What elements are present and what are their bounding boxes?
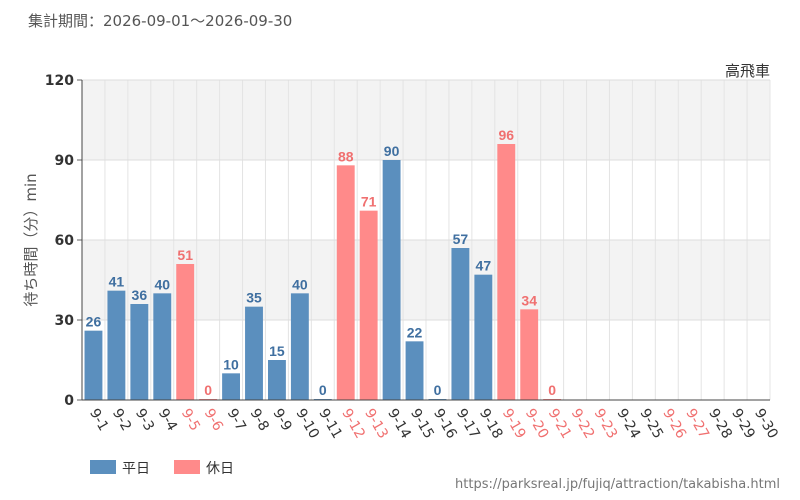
legend-label-holiday: 休日 <box>206 461 234 477</box>
value-label-9-1: 26 <box>86 314 102 330</box>
y-tick-label: 120 <box>45 73 74 89</box>
bar-9-18 <box>474 274 493 400</box>
x-tick-label-9-18: 9-18 <box>476 406 506 442</box>
x-tick-label-9-25: 9-25 <box>636 406 666 442</box>
value-label-9-17: 57 <box>453 231 469 247</box>
legend-swatch-holiday <box>174 460 200 474</box>
x-tick-label-9-1: 9-1 <box>86 406 111 434</box>
chart-title: 高飛車 <box>725 62 770 80</box>
legend: 平日 休日 <box>90 460 234 477</box>
value-label-9-7: 10 <box>223 356 239 372</box>
value-label-9-20: 34 <box>521 292 537 308</box>
value-label-9-9: 15 <box>269 343 285 359</box>
value-label-9-3: 36 <box>132 287 148 303</box>
x-tick-label-9-14: 9-14 <box>384 406 414 442</box>
y-tick-label: 90 <box>55 153 75 169</box>
x-tick-label-9-11: 9-11 <box>315 406 345 442</box>
bar-9-14 <box>382 160 401 400</box>
x-tick-label-9-16: 9-16 <box>430 406 460 442</box>
value-label-9-18: 47 <box>476 258 492 274</box>
x-tick-label-9-5: 9-5 <box>178 406 203 434</box>
value-label-9-14: 90 <box>384 143 400 159</box>
bar-9-7 <box>222 373 241 400</box>
x-tick-label-9-12: 9-12 <box>338 406 368 442</box>
value-label-9-16: 0 <box>434 382 442 398</box>
y-tick-label: 30 <box>55 313 75 329</box>
x-tick-label-9-23: 9-23 <box>591 406 621 442</box>
legend-label-weekday: 平日 <box>122 461 150 477</box>
y-tick-label: 0 <box>64 393 74 409</box>
x-tick-label-9-8: 9-8 <box>247 406 272 434</box>
bar-9-12 <box>336 165 355 400</box>
source-url: https://parksreal.jp/fujiq/attraction/ta… <box>455 477 780 492</box>
value-label-9-10: 40 <box>292 276 308 292</box>
value-label-9-11: 0 <box>319 382 327 398</box>
x-tick-label-9-6: 9-6 <box>201 406 226 434</box>
x-tick-label-9-28: 9-28 <box>705 406 735 442</box>
value-label-9-12: 88 <box>338 148 354 164</box>
bar-9-19 <box>497 144 516 400</box>
bar-9-1 <box>84 330 103 400</box>
x-tick-label-9-29: 9-29 <box>728 406 758 442</box>
x-tick-label-9-27: 9-27 <box>682 406 712 442</box>
period-label: 集計期間：2026-09-01～2026-09-30 <box>28 12 293 30</box>
bar-9-17 <box>451 248 470 400</box>
x-tick-label-9-24: 9-24 <box>613 406 643 442</box>
bar-9-4 <box>153 293 172 400</box>
y-tick-label: 60 <box>55 233 75 249</box>
x-tick-label-9-9: 9-9 <box>269 406 294 434</box>
value-label-9-5: 51 <box>177 247 193 263</box>
bar-9-3 <box>130 304 149 400</box>
x-tick-label-9-22: 9-22 <box>568 406 598 442</box>
x-tick-label-9-19: 9-19 <box>499 406 529 442</box>
x-tick-label-9-26: 9-26 <box>659 406 689 442</box>
value-label-9-4: 40 <box>154 276 170 292</box>
x-tick-label-9-20: 9-20 <box>522 406 552 442</box>
x-tick-label-9-7: 9-7 <box>224 406 249 434</box>
bar-9-2 <box>107 290 126 400</box>
y-axis-label: 待ち時間（分）min <box>22 173 40 306</box>
legend-swatch-weekday <box>90 460 116 474</box>
bar-9-8 <box>245 306 263 400</box>
value-label-9-21: 0 <box>548 382 556 398</box>
value-label-9-19: 96 <box>498 127 514 143</box>
x-tick-label-9-10: 9-10 <box>292 406 322 442</box>
x-tick-label-9-13: 9-13 <box>361 406 391 442</box>
x-tick-label-9-2: 9-2 <box>109 406 134 434</box>
bar-9-10 <box>290 293 309 400</box>
x-tick-label-9-17: 9-17 <box>453 406 483 442</box>
value-label-9-6: 0 <box>204 382 212 398</box>
x-tick-label-9-3: 9-3 <box>132 406 157 434</box>
bar-9-20 <box>520 309 539 400</box>
value-label-9-2: 41 <box>109 274 125 290</box>
bar-9-13 <box>359 210 378 400</box>
x-tick-label-9-21: 9-21 <box>545 406 575 442</box>
value-label-9-15: 22 <box>407 324 423 340</box>
x-tick-label-9-4: 9-4 <box>155 406 180 434</box>
bar-9-5 <box>176 264 195 400</box>
value-label-9-13: 71 <box>361 194 377 210</box>
bar-9-9 <box>267 360 286 400</box>
x-tick-label-9-30: 9-30 <box>751 406 781 442</box>
bar-9-15 <box>405 341 424 400</box>
value-label-9-8: 35 <box>246 290 262 306</box>
x-tick-label-9-15: 9-15 <box>407 406 437 442</box>
